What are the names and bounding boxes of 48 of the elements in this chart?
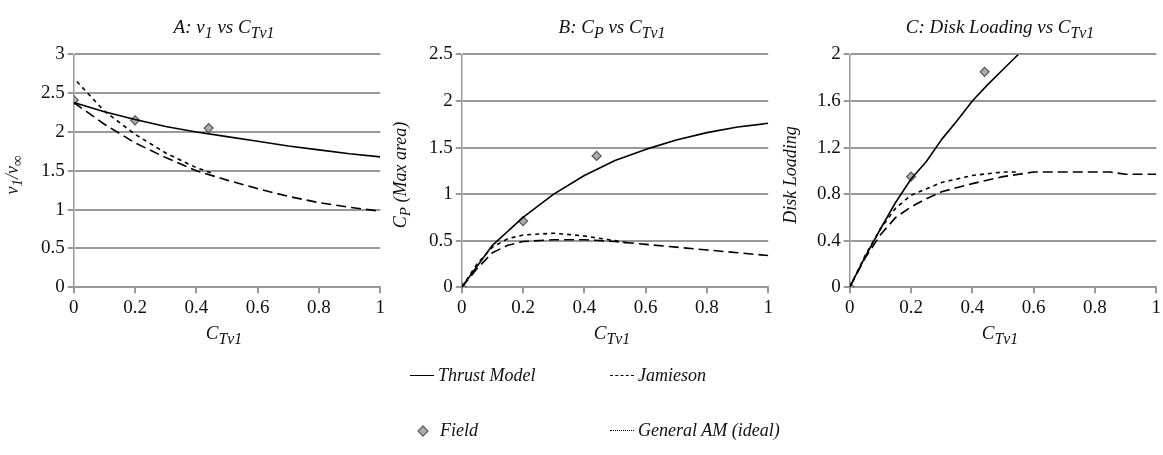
y-tick-label: 0.8 xyxy=(817,182,841,204)
y-tick-label: 0.5 xyxy=(41,236,65,258)
y-tick-label: 2.5 xyxy=(41,81,65,103)
x-tick-label: 0.4 xyxy=(572,295,597,317)
y-tick-label: 0.5 xyxy=(429,228,453,250)
legend-label: Field xyxy=(440,420,478,441)
x-axis-title: C$_{Tv1}$ xyxy=(204,322,244,348)
x-tick-label: 0.8 xyxy=(695,295,719,317)
y-tick-label: 1.5 xyxy=(41,158,65,180)
x-tick-label: 0.4 xyxy=(960,295,985,317)
y-tick-label: 2 xyxy=(831,42,841,64)
y-tick-label: 0 xyxy=(443,275,453,297)
x-tick-label: 0.8 xyxy=(1083,295,1107,317)
legend-label: General AM (ideal) xyxy=(638,420,780,441)
y-tick-label: 2 xyxy=(55,119,65,141)
x-tick-label: 0.6 xyxy=(633,295,658,317)
x-tick-label: 0.8 xyxy=(307,295,331,317)
y-tick-label: 0 xyxy=(55,275,65,297)
y-tick-label: 1.6 xyxy=(817,88,841,110)
y-tick-label: 0 xyxy=(831,275,841,297)
y-tick-label: 2 xyxy=(443,88,453,110)
chart-title: B: C$_{P}$ vs C$_{Tv1}$ xyxy=(557,16,667,42)
y-tick-label: 1 xyxy=(55,197,65,219)
y-tick-label: 1.2 xyxy=(817,135,841,157)
x-tick-label: 1 xyxy=(763,295,773,317)
y-tick-label: 3 xyxy=(55,42,65,64)
x-tick-label: 1 xyxy=(375,295,385,317)
y-tick-label: 0.4 xyxy=(817,228,842,250)
x-tick-label: 0 xyxy=(845,295,855,317)
x-tick-label: 0 xyxy=(457,295,467,317)
y-tick-label: 2.5 xyxy=(429,42,453,64)
x-tick-label: 0.6 xyxy=(245,295,270,317)
x-axis-title: C$_{Tv1}$ xyxy=(592,322,632,348)
chart-title: C: Disk Loading vs C$_{Tv1}$ xyxy=(904,16,1096,42)
chart-title: A: v$_{1}$ vs C$_{Tv1}$ xyxy=(171,16,276,42)
x-tick-label: 0.2 xyxy=(511,295,535,317)
x-tick-label: 0.2 xyxy=(123,295,147,317)
x-tick-label: 0 xyxy=(69,295,79,317)
legend-label: Jamieson xyxy=(638,365,706,386)
x-tick-label: 0.2 xyxy=(899,295,923,317)
x-tick-label: 0.6 xyxy=(1021,295,1046,317)
y-tick-label: 1 xyxy=(443,182,453,204)
x-tick-label: 1 xyxy=(1151,295,1161,317)
legend-label: Thrust Model xyxy=(438,365,536,386)
x-tick-label: 0.4 xyxy=(184,295,209,317)
y-tick-label: 1.5 xyxy=(429,135,453,157)
x-axis-title: C$_{Tv1}$ xyxy=(980,322,1020,348)
y-axis-title: Disk Loading xyxy=(779,126,801,224)
